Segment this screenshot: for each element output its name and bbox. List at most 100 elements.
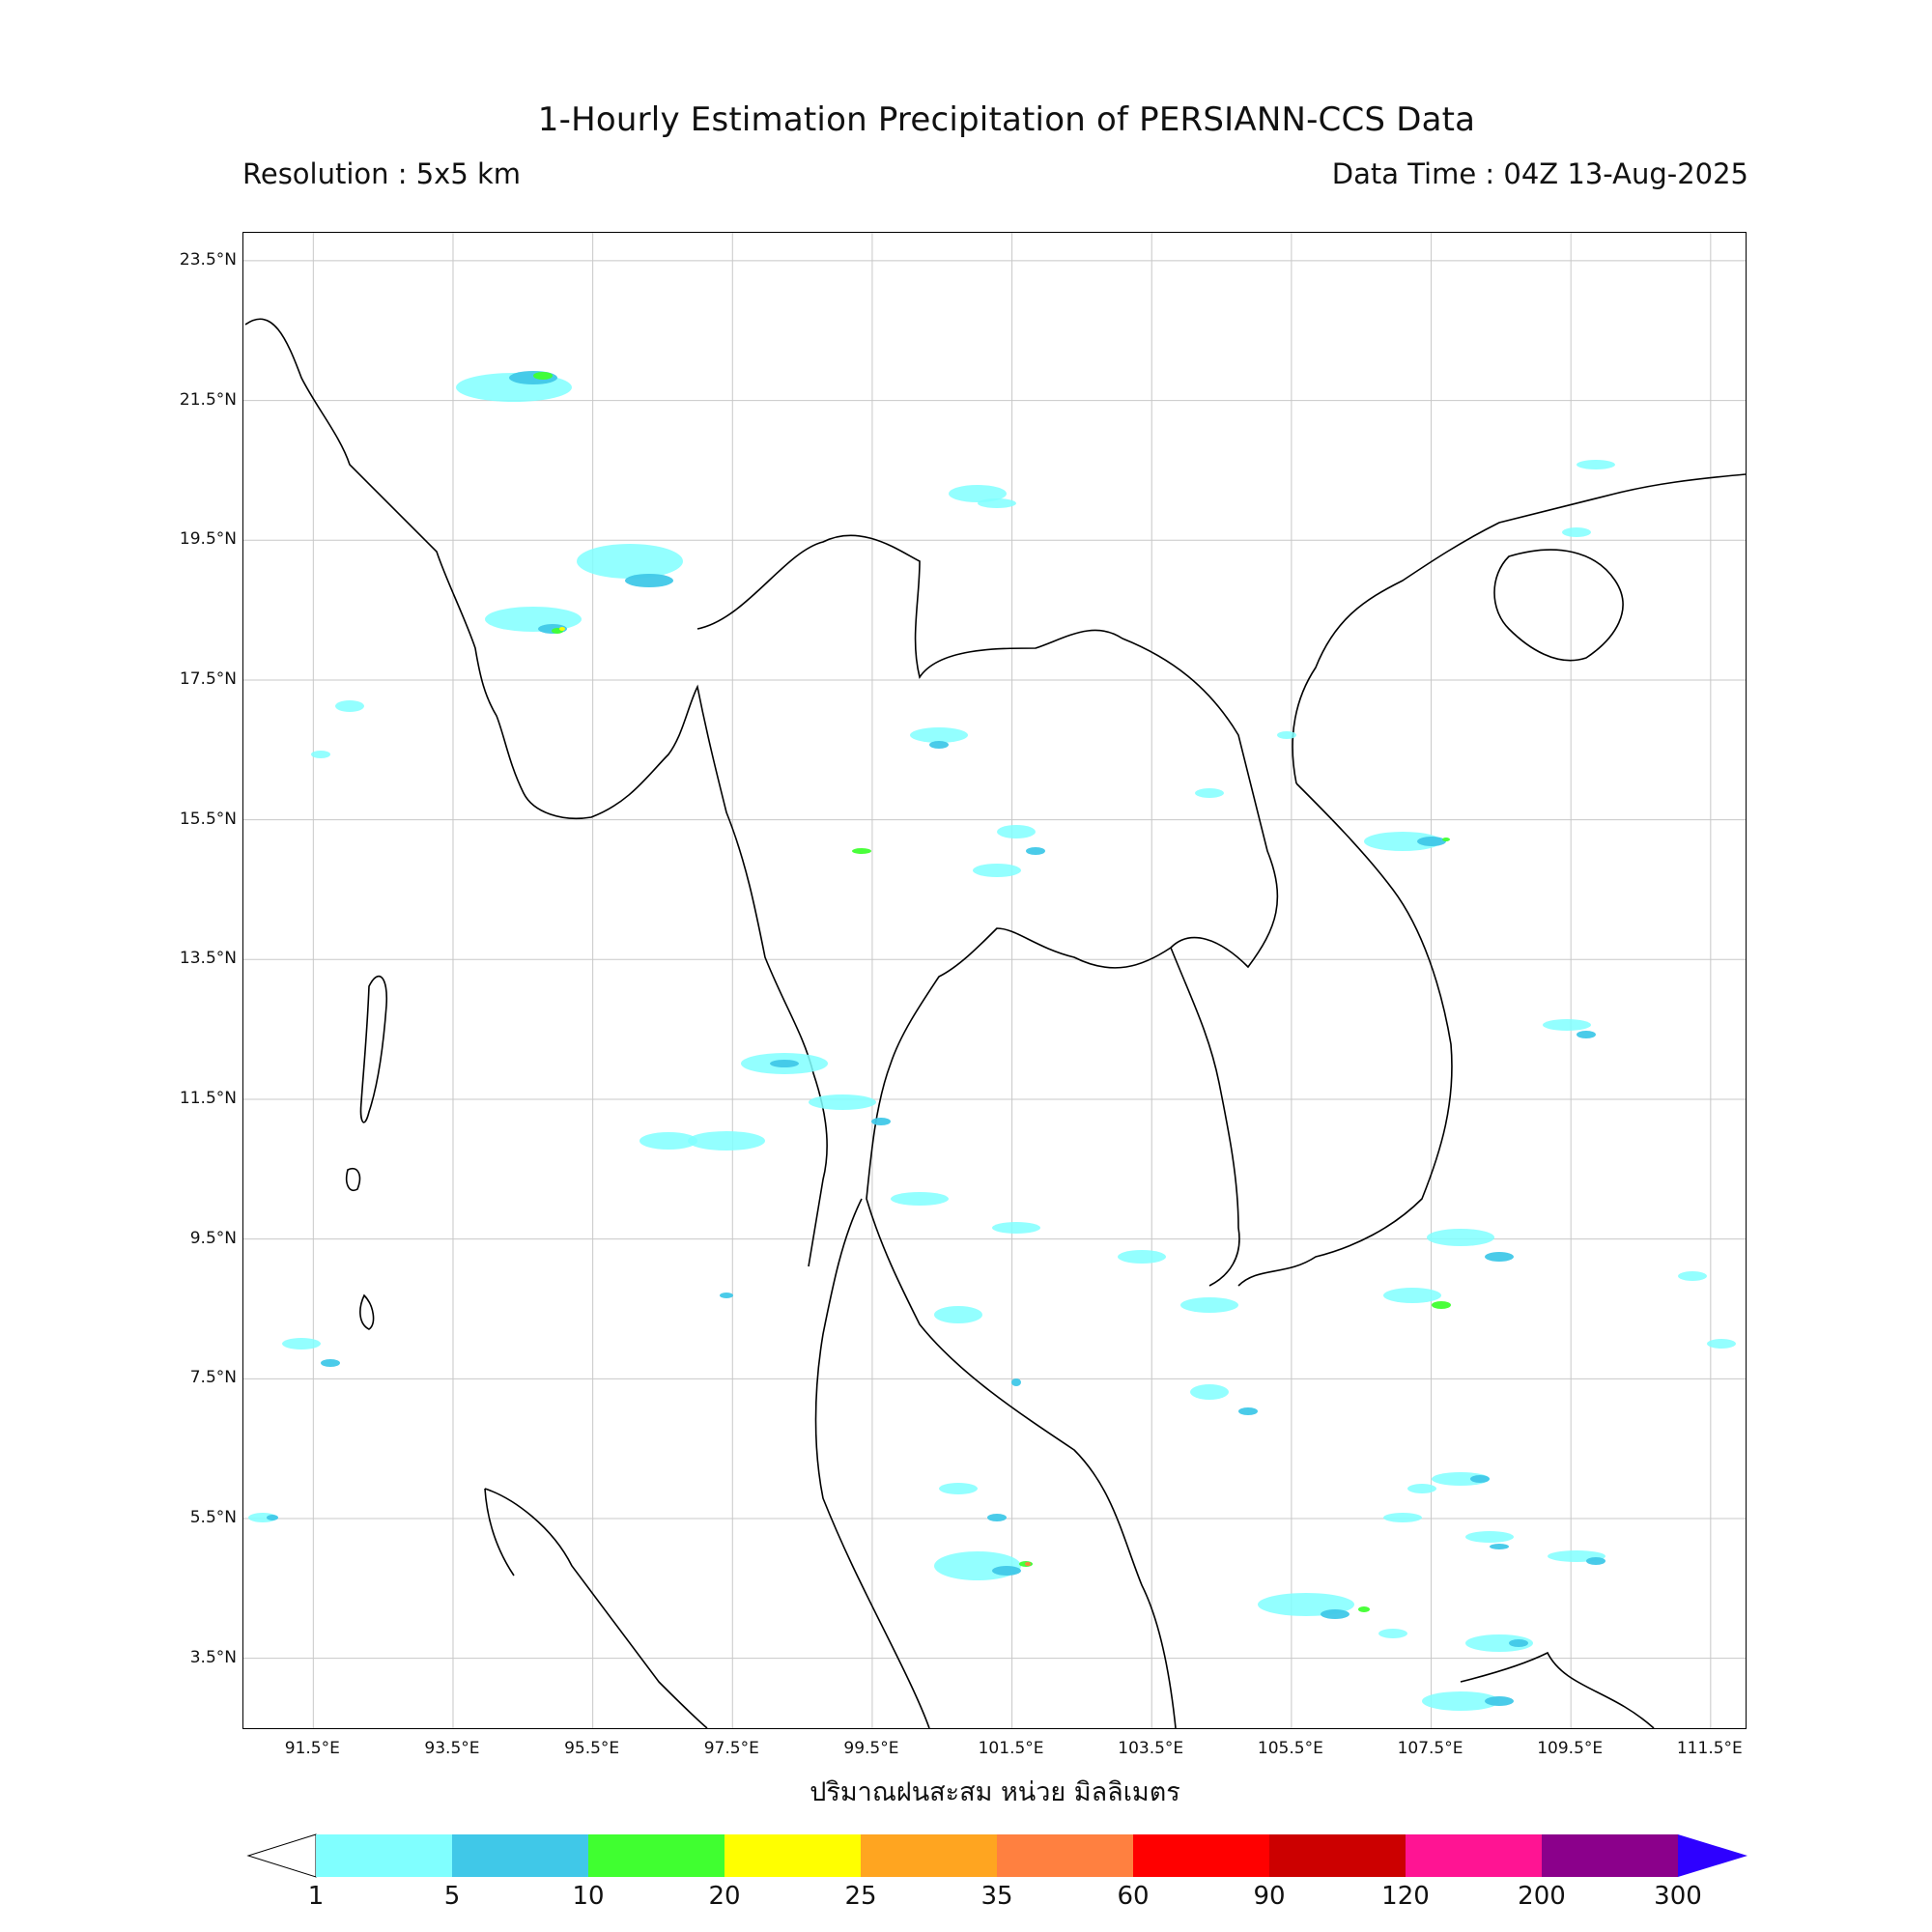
colorbar-tick-label: 25 [844,1882,877,1911]
colorbar-segment [1133,1834,1269,1877]
rain-cell [934,1551,1021,1580]
colorbar-segment [724,1834,861,1877]
resolution-label: Resolution : 5x5 km [242,157,522,190]
lon-tick-label: 97.5°E [703,1739,759,1758]
lat-tick-label: 23.5°N [179,249,237,270]
map-canvas [243,233,1746,1728]
colorbar-tick-label: 20 [708,1882,741,1911]
rain-cell [910,727,968,743]
rain-cell [871,1118,891,1125]
colorbar [246,1833,1747,1878]
lat-tick-label: 19.5°N [179,529,237,550]
lon-tick-label: 111.5°E [1676,1739,1743,1758]
map-title: 1-Hourly Estimation Precipitation of PER… [537,100,1476,139]
rain-cell [1277,731,1296,739]
rain-cell [1707,1339,1736,1349]
rain-cell [559,627,565,631]
rain-cell [1407,1484,1436,1493]
rain-cell [809,1094,876,1110]
rain-cell [1562,527,1591,537]
lat-tick-label: 21.5°N [179,389,237,410]
colorbar-segment [1406,1834,1542,1877]
rain-cell [321,1359,340,1367]
rain-cell [720,1293,733,1298]
rain-cell [934,1306,982,1323]
rain-cell [1025,1562,1031,1566]
rain-cell [1417,837,1446,846]
rain-cell [1190,1384,1229,1400]
lat-tick-label: 15.5°N [179,809,237,829]
lon-tick-label: 101.5°E [978,1739,1044,1758]
lat-tick-label: 13.5°N [179,949,237,969]
rain-cell [1011,1378,1021,1386]
rain-cell [973,864,1021,877]
lat-tick-label: 7.5°N [189,1368,237,1388]
rain-cell [1432,1472,1490,1486]
rain-cell [1678,1271,1707,1281]
lon-tick-label: 105.5°E [1257,1739,1323,1758]
rain-cell [1026,847,1045,855]
rain-cell [1442,838,1450,841]
rain-cell [688,1131,765,1151]
colorbar-tick-label: 200 [1518,1882,1566,1911]
rain-cell [1383,1288,1441,1303]
rain-cell [1490,1544,1509,1549]
rain-cell [1543,1019,1591,1031]
rain-cell [1427,1229,1494,1246]
colorbar-min-arrow [246,1833,317,1878]
rain-cell [1195,788,1224,798]
rain-cell [533,372,553,380]
lon-tick-label: 107.5°E [1397,1739,1463,1758]
lon-tick-label: 99.5°E [843,1739,899,1758]
lon-tick-label: 95.5°E [564,1739,620,1758]
colorbar-tick-label: 60 [1117,1882,1150,1911]
rain-cell [1586,1557,1605,1565]
rain-cell [267,1515,278,1520]
colorbar-segment [452,1834,588,1877]
rain-cell [852,848,871,854]
rain-cell [929,741,949,749]
rain-cell [1358,1606,1370,1612]
rain-cell [992,1222,1040,1234]
lat-tick-label: 11.5°N [179,1088,237,1108]
data-time-label: Data Time : 04Z 13-Aug-2025 [1331,157,1748,190]
colorbar-tick-label: 5 [443,1882,461,1911]
colorbar-segment [588,1834,724,1877]
lon-tick-label: 93.5°E [424,1739,480,1758]
rain-cell [1364,832,1441,851]
graticule [243,233,1746,1728]
lon-tick-label: 91.5°E [284,1739,340,1758]
rain-cell [978,498,1016,508]
rain-cell [1238,1407,1258,1415]
lon-tick-label: 109.5°E [1537,1739,1604,1758]
rain-cell [1180,1297,1238,1313]
rain-cell [770,1060,799,1067]
rain-cell [485,607,582,632]
rain-cell [1465,1634,1533,1652]
lat-tick-label: 3.5°N [189,1647,237,1667]
colorbar-segment [1269,1834,1406,1877]
colorbar-segment [316,1834,452,1877]
rain-cell [1321,1609,1350,1619]
colorbar-tick-label: 90 [1253,1882,1286,1911]
rain-cell [639,1132,697,1150]
colorbar-segment [861,1834,997,1877]
x-axis-label: ปริมาณฝนสะสม หน่วย มิลลิเมตร [810,1777,1180,1807]
rain-cell [1422,1691,1499,1711]
coastlines-borders [244,318,1746,1728]
rain-cell [1485,1696,1514,1706]
lat-tick-label: 17.5°N [179,668,237,689]
colorbar-tick-label: 1 [307,1882,325,1911]
rain-cell [625,574,673,587]
rain-cell [1378,1629,1407,1638]
colorbar-segment [1542,1834,1678,1877]
lon-tick-label: 103.5°E [1118,1739,1184,1758]
rain-cell [335,700,364,712]
rain-cell [939,1483,978,1494]
rain-cell [1465,1531,1514,1543]
precipitation-map [242,232,1747,1729]
rain-cell [282,1338,321,1350]
rain-cell [1383,1513,1422,1522]
rain-cell [987,1514,1007,1521]
colorbar-tick-label: 35 [980,1882,1013,1911]
